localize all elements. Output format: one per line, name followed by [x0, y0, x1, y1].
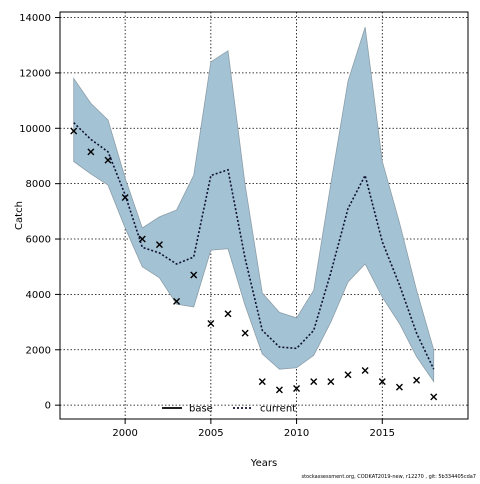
x-tick-label-2015: 2015 [370, 428, 395, 439]
point-mark [258, 378, 266, 386]
plot-frame [59, 11, 469, 420]
y-tick-label-6000: 6000 [26, 235, 51, 246]
point-base-2004 [190, 271, 198, 279]
point-mark [293, 385, 301, 393]
point-base-2009 [275, 386, 283, 394]
x-tick-label-2000: 2000 [112, 428, 137, 439]
y-tick-label-12000: 12000 [19, 68, 51, 79]
point-base-1997 [70, 127, 78, 135]
y-tick-label-14000: 14000 [19, 13, 51, 24]
point-base-1999 [104, 156, 112, 164]
point-base-2011 [310, 378, 318, 386]
point-mark [275, 386, 283, 394]
point-mark [190, 271, 198, 279]
point-mark [378, 378, 386, 386]
point-base-1998 [87, 148, 95, 156]
point-mark [241, 329, 249, 337]
legend: base current [162, 404, 296, 415]
point-mark [327, 378, 335, 386]
legend-label-current: current [260, 404, 296, 415]
point-mark [344, 371, 352, 379]
point-base-2008 [258, 378, 266, 386]
point-base-2018 [430, 393, 438, 401]
point-mark [413, 376, 421, 384]
point-base-2005 [207, 319, 215, 327]
point-base-2013 [344, 371, 352, 379]
point-mark [395, 383, 403, 391]
point-base-2012 [327, 378, 335, 386]
point-base-2007 [241, 329, 249, 337]
y-tick-label-10000: 10000 [19, 124, 51, 135]
point-base-2010 [293, 385, 301, 393]
footer-credit: stockassessment.org, CODKAT2019-new, r12… [301, 474, 476, 480]
point-mark [430, 393, 438, 401]
point-mark [155, 241, 163, 249]
point-mark [87, 148, 95, 156]
point-mark [361, 367, 369, 375]
point-base-2014 [361, 367, 369, 375]
y-tick-label-8000: 8000 [26, 179, 51, 190]
x-axis-title: Years [250, 458, 277, 469]
point-base-2015 [378, 378, 386, 386]
y-tick-label-4000: 4000 [26, 290, 51, 301]
series-layer [70, 122, 438, 401]
x-tick-label-2005: 2005 [198, 428, 223, 439]
confidence-band-area [73, 27, 435, 383]
point-base-2017 [413, 376, 421, 384]
axis-ticks: 2000 2005 2010 2015 0 2000 4000 6000 8000 10000 12… [19, 13, 395, 439]
series-line-current [73, 122, 435, 370]
point-mark [121, 194, 129, 201]
point-base-2006 [224, 310, 232, 318]
point-mark [224, 310, 232, 318]
point-base-2002 [155, 241, 163, 249]
confidence-band [73, 27, 435, 383]
y-tick-label-2000: 2000 [26, 345, 51, 356]
x-tick-label-2010: 2010 [284, 428, 309, 439]
point-base-2003 [173, 297, 181, 305]
y-axis-title: Catch [14, 201, 25, 230]
point-mark [173, 297, 181, 305]
y-tick-label-0: 0 [45, 401, 51, 412]
legend-label-base: base [189, 404, 213, 415]
point-mark [207, 319, 215, 327]
point-mark [104, 156, 112, 164]
point-mark [70, 127, 78, 135]
point-base-2016 [395, 383, 403, 391]
point-mark [310, 378, 318, 386]
